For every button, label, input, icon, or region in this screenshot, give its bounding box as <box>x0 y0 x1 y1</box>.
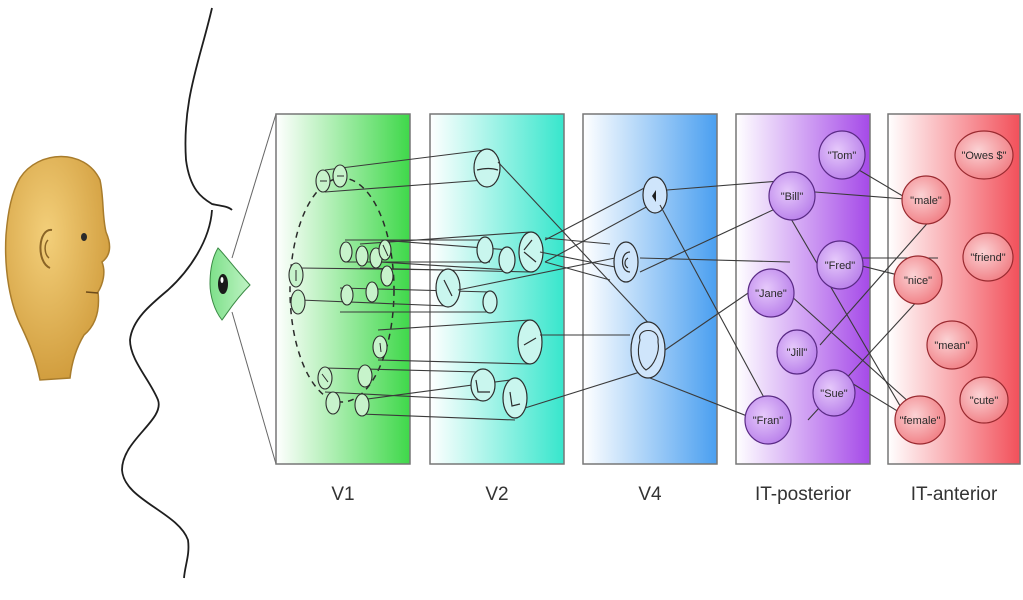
it-posterior-nodes: "Tom" "Bill" "Fred" "Jane" "Jill" "Sue" … <box>744 130 866 445</box>
svg-text:"cute": "cute" <box>970 395 999 407</box>
stage-label-v1: V1 <box>331 484 354 505</box>
node-nice: "nice" <box>893 255 943 305</box>
svg-text:"Fred": "Fred" <box>825 260 856 272</box>
node-tom: "Tom" <box>818 130 866 180</box>
v4-receptive-fields <box>613 176 668 379</box>
stage-label-it-posterior: IT-posterior <box>755 484 852 505</box>
node-fran: "Fran" <box>744 395 792 445</box>
node-owes: "Owes $" <box>954 130 1014 180</box>
svg-text:"Sue": "Sue" <box>820 388 847 400</box>
stage-label-v4: V4 <box>638 484 662 505</box>
v2-v4-projections <box>457 161 656 409</box>
viewer-head-illustration <box>4 155 111 381</box>
node-mean: "mean" <box>926 320 978 370</box>
node-female: "female" <box>894 395 946 445</box>
svg-text:"mean": "mean" <box>934 340 969 352</box>
eye-icon <box>209 247 251 321</box>
node-cute: "cute" <box>959 376 1009 424</box>
svg-text:"nice": "nice" <box>904 275 932 287</box>
svg-text:"friend": "friend" <box>970 252 1005 264</box>
node-jane: "Jane" <box>747 268 795 318</box>
node-jill: "Jill" <box>776 329 818 375</box>
it-anterior-nodes: "Owes $" "male" "friend" "nice" "mean" "… <box>893 130 1014 445</box>
svg-text:"Tom": "Tom" <box>828 150 857 162</box>
svg-text:"Jane": "Jane" <box>755 288 787 300</box>
svg-text:"Jill": "Jill" <box>787 347 808 359</box>
node-male: "male" <box>901 175 951 225</box>
node-sue: "Sue" <box>812 369 856 417</box>
svg-text:"female": "female" <box>900 415 941 427</box>
stage-label-it-anterior: IT-anterior <box>911 484 998 505</box>
stage-label-v2: V2 <box>485 484 508 505</box>
stage-box-v4 <box>582 113 718 465</box>
node-friend: "friend" <box>962 232 1014 282</box>
node-fred: "Fred" <box>816 240 864 290</box>
node-bill: "Bill" <box>768 171 816 221</box>
v1-receptive-fields <box>288 164 394 417</box>
svg-text:"male": "male" <box>910 195 942 207</box>
svg-text:"Fran": "Fran" <box>753 415 784 427</box>
svg-text:"Bill": "Bill" <box>781 191 804 203</box>
svg-text:"Owes $": "Owes $" <box>961 150 1006 162</box>
